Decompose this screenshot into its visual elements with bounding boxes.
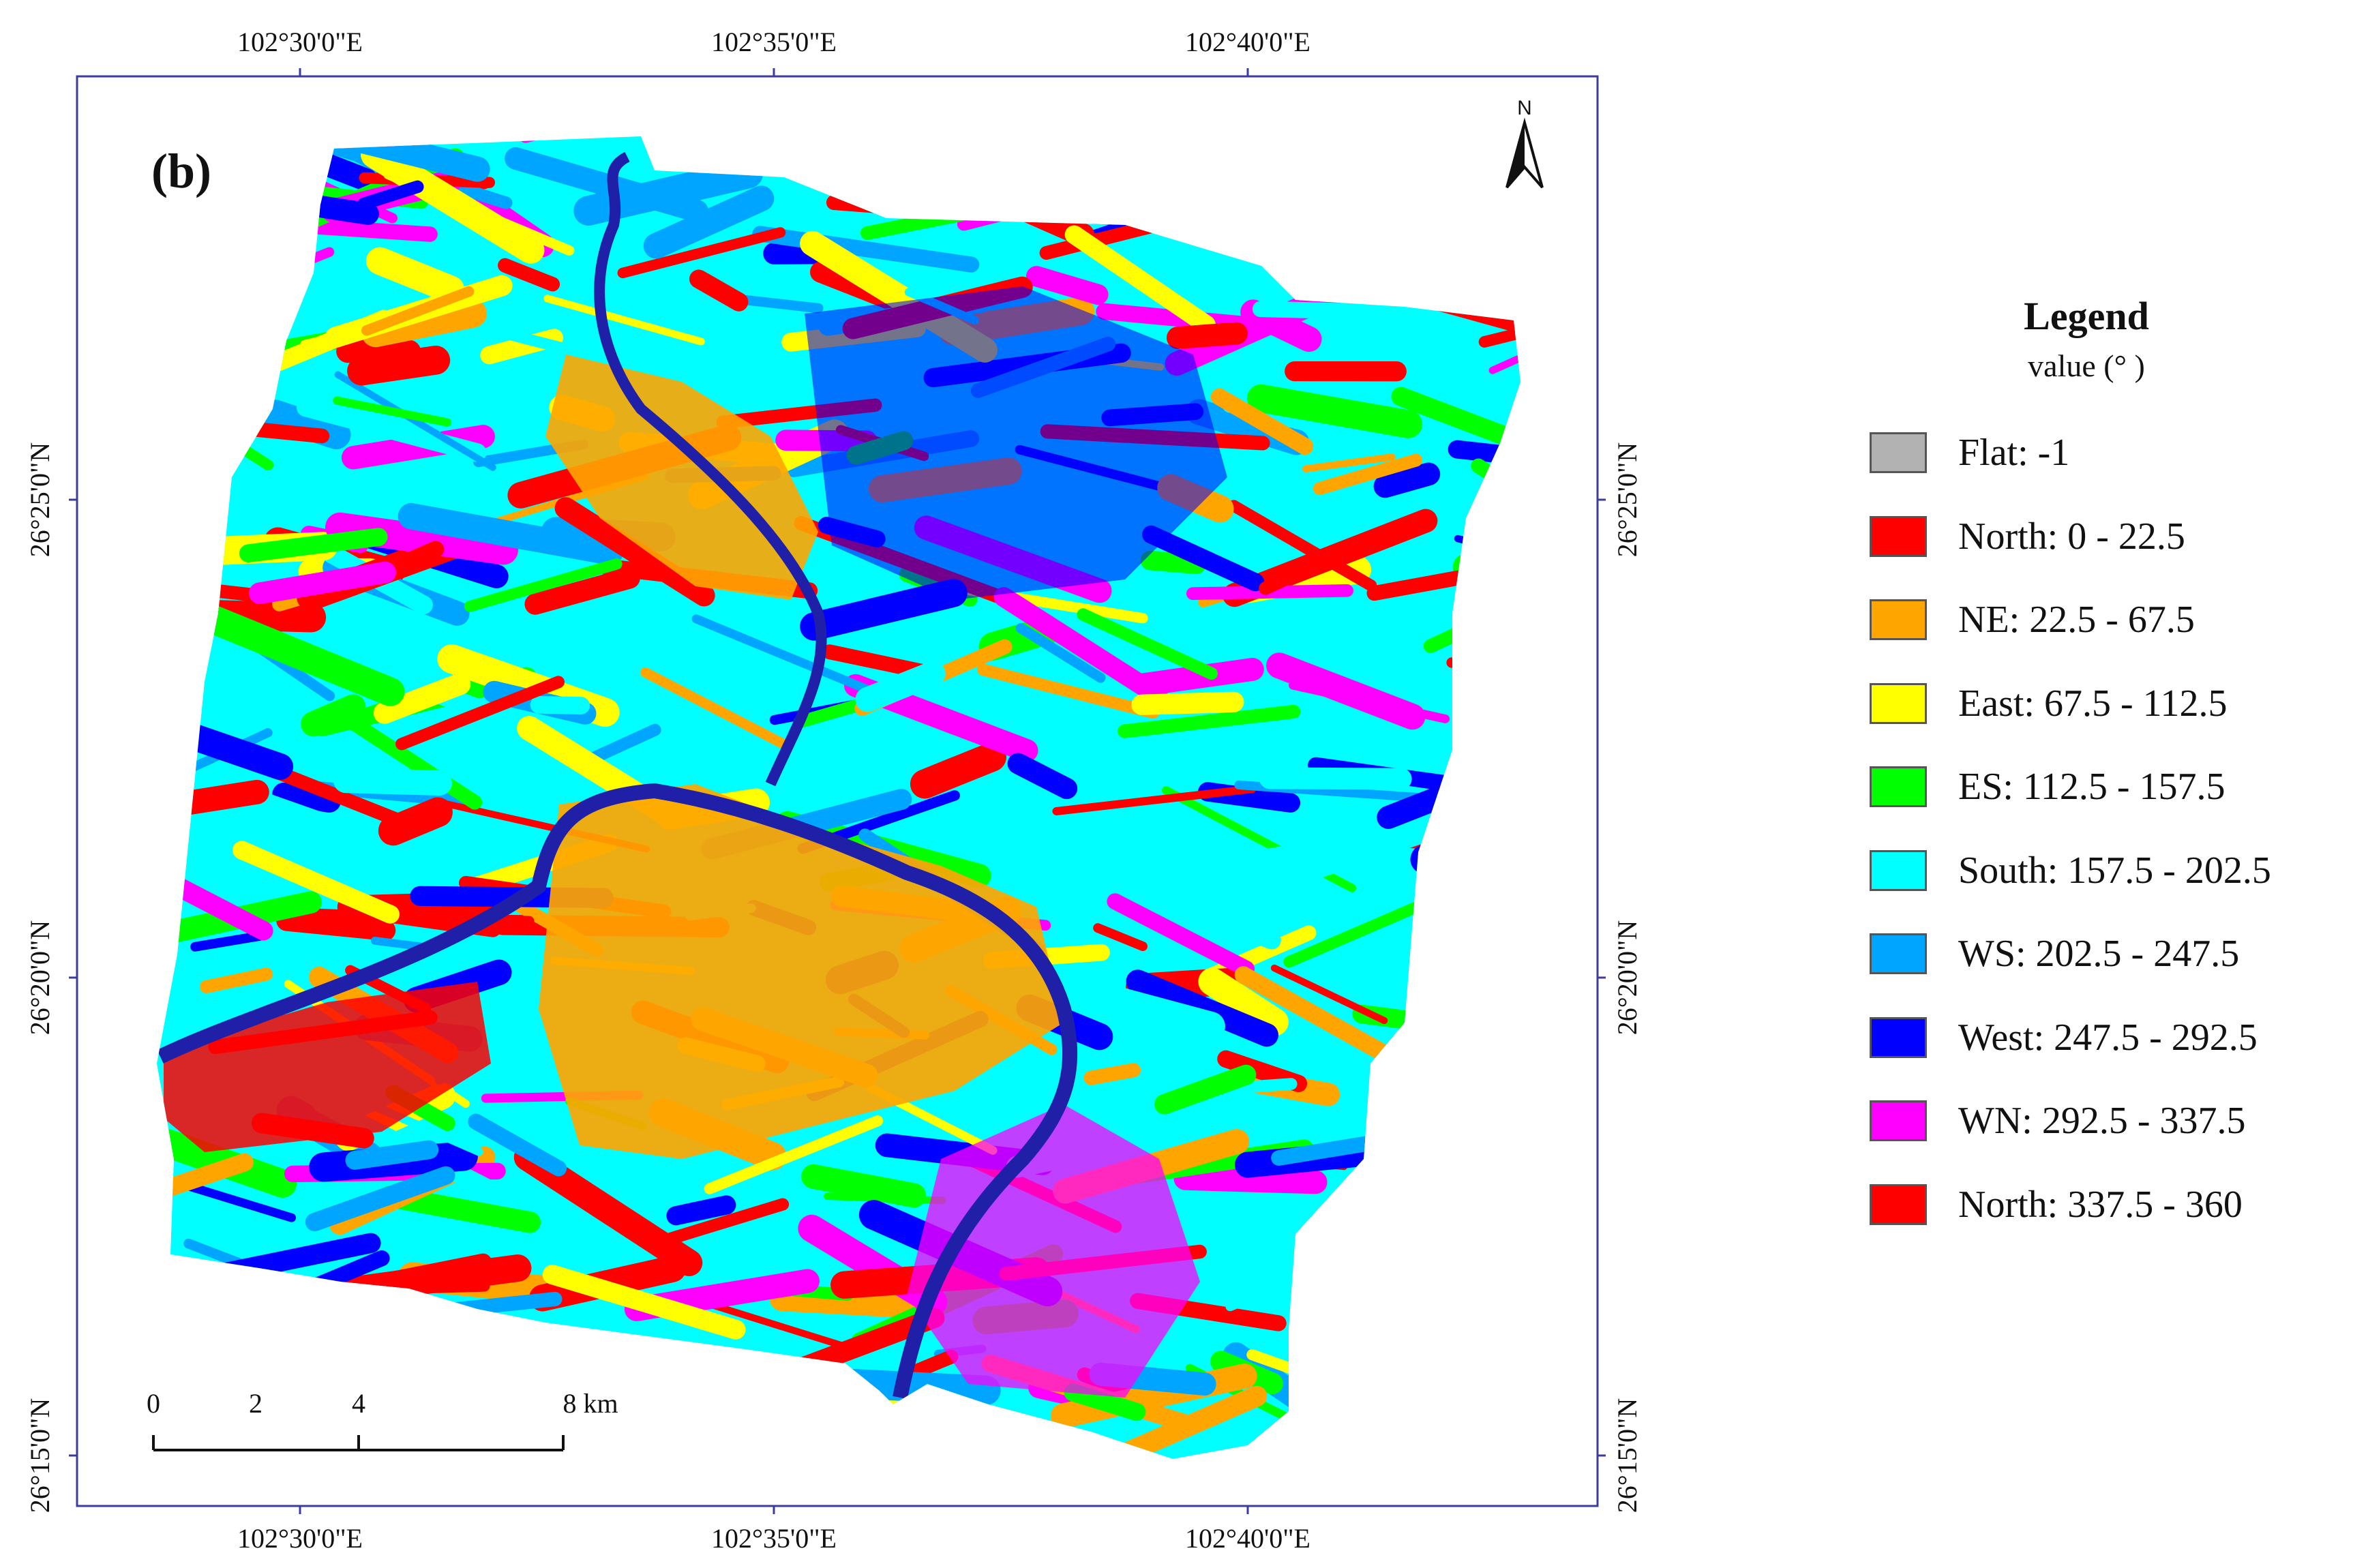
bottom-axis-label-3: 102°40'0"E [1185,1523,1310,1554]
legend-swatch [1870,766,1927,807]
top-axis-label-2: 102°35'0"E [711,27,837,57]
legend-label: Flat: -1 [1958,432,2070,474]
ne-blue-patch [805,286,1227,600]
ne-slope-patch [545,355,818,600]
right-axis-label-1: 26°25'0"N [1612,442,1643,557]
river [157,783,1078,1400]
scale-tick-8km: 8 km [563,1388,618,1419]
legend-swatch [1870,1016,1927,1058]
right-axis-label-2: 26°20'0"N [1612,920,1643,1035]
legend-item: West: 247.5 - 292.5 [1868,1014,2345,1098]
legend-label: East: 67.5 - 112.5 [1958,682,2228,725]
panel-label: (b) [151,144,211,198]
axis-ticks [69,68,1606,1514]
legend-subtitle: value (° ) [2028,348,2145,383]
legend-label: West: 247.5 - 292.5 [1958,1016,2258,1059]
legend-item: Flat: -1 [1868,429,2345,513]
legend-items: Flat: -1 North: 0 - 22.5 NE: 22.5 - 67.5 Ea… [1868,429,2345,1265]
legend-label: South: 157.5 - 202.5 [1958,849,2271,892]
legend-item: East: 67.5 - 112.5 [1868,680,2345,764]
legend-swatch [1870,682,1927,724]
legend-item: NE: 22.5 - 67.5 [1868,597,2345,680]
left-axis-label-3: 26°15'0"N [25,1398,55,1513]
top-axis-label-3: 102°40'0"E [1185,27,1310,57]
sw-red-patch [164,982,491,1152]
legend-swatch [1870,515,1927,557]
legend-swatch [1870,432,1927,473]
north-arrow-icon: N [1505,97,1544,189]
legend-item: North: 337.5 - 360 [1868,1181,2345,1265]
legend-label: North: 337.5 - 360 [1958,1183,2243,1226]
north-arrow-label: N [1517,97,1532,119]
legend-swatch [1870,849,1927,891]
legend-swatch [1870,599,1927,640]
river-tributary [594,151,827,787]
legend-item: WS: 202.5 - 247.5 [1868,931,2345,1014]
legend-swatch [1870,1183,1927,1225]
legend-item: South: 157.5 - 202.5 [1868,847,2345,931]
left-axis-label-1: 26°25'0"N [25,442,55,557]
legend-item: WN: 292.5 - 337.5 [1868,1098,2345,1181]
right-axis-label-3: 26°15'0"N [1612,1398,1643,1513]
bottom-axis-label-2: 102°35'0"E [711,1523,837,1554]
legend-swatch [1870,933,1927,974]
scale-tick-4: 4 [352,1388,365,1419]
legend-label: WN: 292.5 - 337.5 [1958,1100,2246,1142]
legend-item: ES: 112.5 - 157.5 [1868,764,2345,847]
se-magenta-patch [907,1104,1200,1398]
scale-bar: 0 2 4 8 km [147,1388,618,1451]
left-axis-label-2: 26°20'0"N [25,920,55,1035]
legend-label: North: 0 - 22.5 [1958,515,2185,558]
top-axis-label-1: 102°30'0"E [237,27,363,57]
legend-label: ES: 112.5 - 157.5 [1958,766,2225,808]
bottom-axis-label-1: 102°30'0"E [237,1523,363,1554]
scale-tick-2: 2 [249,1388,263,1419]
legend-label: WS: 202.5 - 247.5 [1958,933,2240,975]
legend-label: NE: 22.5 - 67.5 [1958,599,2195,641]
legend-title: Legend [2024,294,2149,338]
scale-tick-0: 0 [147,1388,160,1419]
legend-item: North: 0 - 22.5 [1868,513,2345,597]
legend-swatch [1870,1100,1927,1141]
